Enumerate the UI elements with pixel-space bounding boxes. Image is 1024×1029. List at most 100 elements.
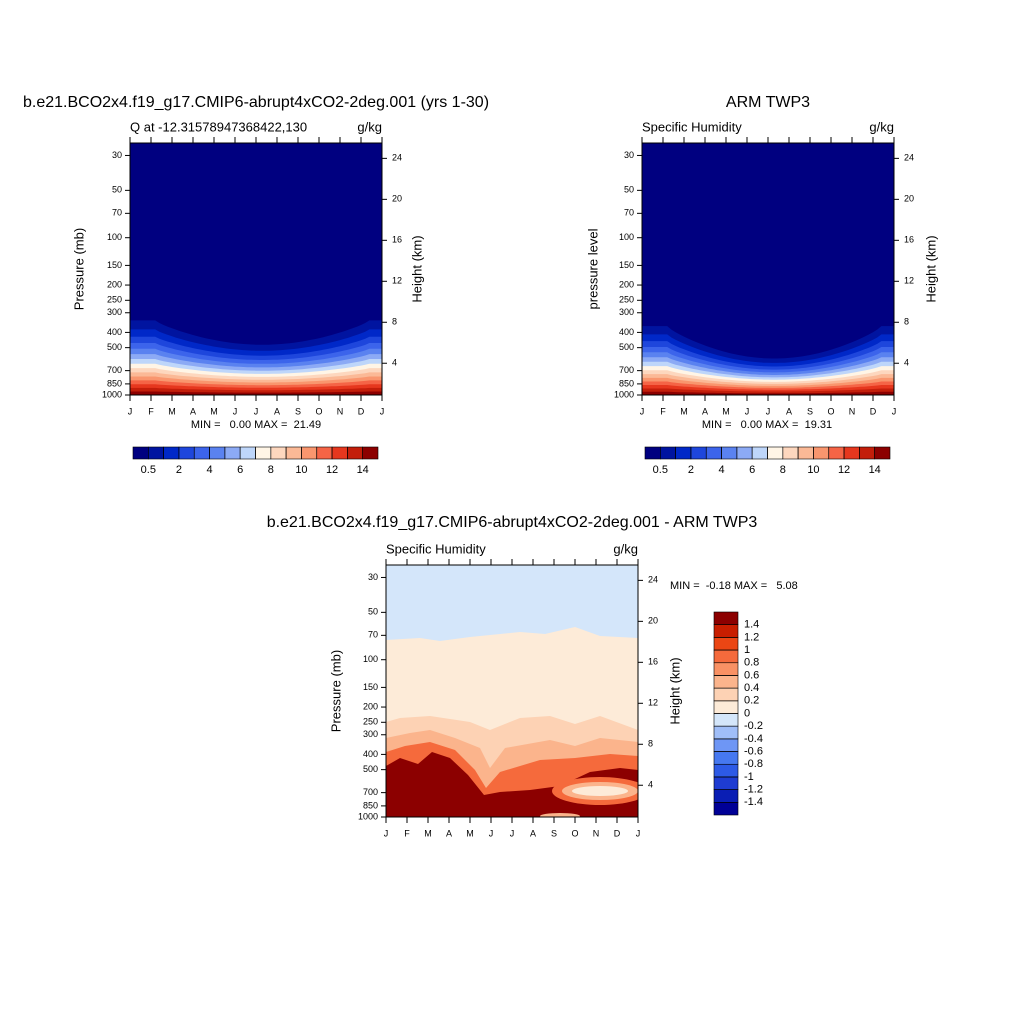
x-tick-label: J xyxy=(489,828,494,838)
y-tick-label: 70 xyxy=(368,630,378,640)
colorbar-label: -0.4 xyxy=(744,733,763,745)
colorbar-box xyxy=(660,446,676,460)
y-tick-label: 500 xyxy=(619,342,634,352)
colorbar-box xyxy=(713,789,739,803)
x-tick-label: F xyxy=(660,406,666,416)
colorbar-label: 12 xyxy=(838,464,850,476)
colorbar-box xyxy=(675,446,692,460)
x-tick-label: D xyxy=(614,828,621,838)
y2-tick-label: 8 xyxy=(904,317,909,327)
right-string: g/kg xyxy=(869,119,894,134)
colorbar-label: 4 xyxy=(719,464,725,476)
panel-title: b.e21.BCO2x4.f19_g17.CMIP6-abrupt4xCO2-2… xyxy=(267,514,758,531)
colorbar-label: -1 xyxy=(744,771,754,783)
x-tick-label: A xyxy=(786,406,792,416)
x-tick-label: J xyxy=(233,406,238,416)
y2-tick-label: 20 xyxy=(648,616,658,626)
colorbar-label: -0.2 xyxy=(744,720,763,732)
y-tick-label: 70 xyxy=(112,208,122,218)
y2-tick-label: 4 xyxy=(648,780,653,790)
contour-band xyxy=(572,786,628,796)
colorbar-box xyxy=(132,446,149,460)
y-tick-label: 50 xyxy=(112,185,122,195)
y-tick-label: 1000 xyxy=(614,389,634,399)
y2-tick-label: 24 xyxy=(648,575,658,585)
colorbar-box xyxy=(713,751,739,765)
colorbar-box xyxy=(347,446,363,460)
y2-tick-label: 12 xyxy=(648,698,658,708)
colorbar-label: 12 xyxy=(326,464,338,476)
panel-title: b.e21.BCO2x4.f19_g17.CMIP6-abrupt4xCO2-2… xyxy=(23,94,489,111)
x-tick-label: N xyxy=(849,406,856,416)
colorbar-box xyxy=(713,713,739,727)
x-tick-label: M xyxy=(424,828,432,838)
y-tick-label: 50 xyxy=(368,607,378,617)
colorbar-box xyxy=(713,738,739,752)
colorbar-label: 4 xyxy=(207,464,213,476)
y2-tick-label: 20 xyxy=(392,194,402,204)
colorbar-box xyxy=(316,446,333,460)
y-tick-label: 150 xyxy=(107,260,122,270)
colorbar-box xyxy=(193,446,210,460)
x-tick-label: J xyxy=(892,406,897,416)
x-tick-label: S xyxy=(551,828,557,838)
y-tick-label: 400 xyxy=(619,327,634,337)
y-tick-label: 100 xyxy=(107,232,122,242)
y-tick-label: 500 xyxy=(363,764,378,774)
colorbar-box xyxy=(721,446,738,460)
stats: MIN = 0.00 MAX = 21.49 xyxy=(191,419,321,431)
colorbar-label: 1.2 xyxy=(744,631,759,643)
y2-tick-label: 4 xyxy=(392,358,397,368)
x-tick-label: A xyxy=(530,828,536,838)
contour-band xyxy=(540,813,580,817)
colorbar-label: 0.6 xyxy=(744,669,759,681)
x-tick-label: O xyxy=(315,406,322,416)
y-tick-label: 30 xyxy=(112,150,122,160)
colorbar-label: 8 xyxy=(268,464,274,476)
y-tick-label: 400 xyxy=(363,749,378,759)
x-tick-label: N xyxy=(593,828,600,838)
right-string: g/kg xyxy=(613,541,638,556)
contour-band xyxy=(642,143,894,395)
colorbar-box xyxy=(843,446,860,460)
colorbar-box xyxy=(751,446,768,460)
contour-band xyxy=(130,391,382,395)
y-tick-label: 30 xyxy=(624,150,634,160)
y2-axis-label: Height (km) xyxy=(409,235,424,302)
x-tick-label: S xyxy=(295,406,301,416)
y-tick-label: 1000 xyxy=(102,389,122,399)
y-tick-label: 200 xyxy=(619,279,634,289)
colorbar-box xyxy=(813,446,830,460)
colorbar-label: 1 xyxy=(744,644,750,656)
colorbar-box xyxy=(644,446,661,460)
y2-tick-label: 24 xyxy=(904,153,914,163)
colorbar-box xyxy=(828,446,845,460)
colorbar-box xyxy=(713,611,739,625)
colorbar-box xyxy=(713,637,739,651)
colorbar-label: 0.5 xyxy=(653,464,668,476)
colorbar-box xyxy=(239,446,256,460)
x-tick-label: J xyxy=(640,406,645,416)
y2-tick-label: 12 xyxy=(904,276,914,286)
x-tick-label: O xyxy=(571,828,578,838)
x-tick-label: J xyxy=(510,828,515,838)
contour-band xyxy=(130,143,382,395)
x-tick-label: F xyxy=(404,828,410,838)
y2-tick-label: 12 xyxy=(392,276,402,286)
colorbar-box xyxy=(362,446,379,460)
colorbar-box xyxy=(148,446,164,460)
y-tick-label: 700 xyxy=(107,365,122,375)
colorbar-box xyxy=(331,446,348,460)
stats: MIN = 0.00 MAX = 19.31 xyxy=(702,419,832,431)
right-string: g/kg xyxy=(357,119,382,134)
colorbar-box xyxy=(301,446,318,460)
x-tick-label: J xyxy=(128,406,133,416)
colorbar-label: -1.4 xyxy=(744,796,763,808)
y-tick-label: 30 xyxy=(368,572,378,582)
x-tick-label: F xyxy=(148,406,154,416)
y-tick-label: 850 xyxy=(107,378,122,388)
y-tick-label: 250 xyxy=(363,717,378,727)
y2-axis-label: Height (km) xyxy=(667,657,682,724)
colorbar-label: 1.4 xyxy=(744,619,759,631)
x-tick-label: J xyxy=(745,406,750,416)
